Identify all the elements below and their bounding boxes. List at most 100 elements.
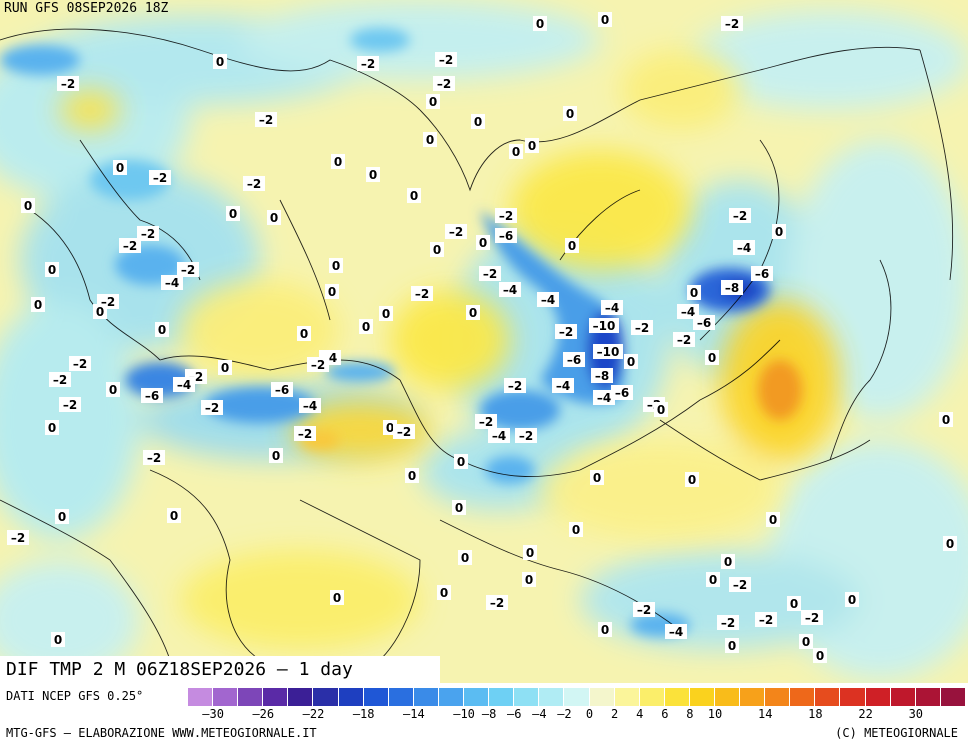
value-label-background [687,285,701,300]
isoline-value-label: –10 [593,319,616,333]
value-label-background [149,170,171,185]
isoline-value-label: 0 [328,285,336,299]
isoline-value-label: 0 [272,449,280,463]
isoline-value-label: 0 [469,306,477,320]
value-label-background [243,176,265,191]
isoline-value-label: –2 [61,77,75,91]
value-label-background [59,397,81,412]
value-label-background [654,402,668,417]
isoline-value-label: 0 [116,161,124,175]
value-label-background [590,470,604,485]
isoline-value-label: –2 [415,287,429,301]
value-label-background [706,572,720,587]
isoline-value-label: 0 [790,597,798,611]
isoline-value-label: 0 [572,523,580,537]
legend-tick-label: –26 [252,707,275,721]
legend-swatch [539,688,565,706]
isoline-value-label: –2 [490,596,504,610]
legend-tick-label: 22 [858,707,873,721]
isoline-value-label: 0 [657,403,665,417]
value-label-background [445,224,467,239]
isoline-value-label: 0 [627,355,635,369]
isoline-value-label: –2 [721,616,735,630]
value-label-background [717,615,739,630]
isoline-value-label: 0 [816,649,824,663]
value-label-background [533,16,547,31]
value-label-background [499,282,521,297]
value-label-background [552,378,574,393]
value-label-background [393,424,415,439]
value-label-background [299,398,321,413]
value-label-background [167,508,181,523]
legend-swatch [338,688,364,706]
isoline-value-label: –2 [311,358,325,372]
value-label-background [515,428,537,443]
isoline-value-label: 0 [457,455,465,469]
legend-tick-label: 30 [908,707,924,721]
legend-tick-label: 4 [636,707,644,721]
isoline-value-label: –2 [499,209,513,223]
value-label-background [939,412,953,427]
isoline-value-label: –2 [181,263,195,277]
value-label-background [430,242,444,257]
value-label-background [297,326,311,341]
isoline-value-label: –2 [733,209,747,223]
isoline-value-label: 0 [170,509,178,523]
value-label-background [93,304,107,319]
isoline-value-label: 0 [536,17,544,31]
value-label-background [423,132,437,147]
value-label-background [405,468,419,483]
legend-tick-label: –10 [453,707,475,721]
legend-tick-label: –8 [481,707,497,721]
isoline-value-label: –2 [141,227,155,241]
isoline-value-label: –4 [541,293,555,307]
legend-swatch [815,688,841,706]
isoline-value-label: –2 [123,239,137,253]
value-label-background [226,206,240,221]
isoline-value-label: –2 [205,401,219,415]
value-label-background [173,377,195,392]
value-label-background [161,275,183,290]
value-label-background [633,602,655,617]
color-legend-bar [188,688,966,706]
value-label-background [522,572,536,587]
value-label-background [631,320,653,335]
value-label-background [379,306,393,321]
value-label-background [721,16,743,31]
isoline-value-label: 0 [270,211,278,225]
value-label-background [271,382,293,397]
legend-swatch [890,688,916,706]
isoline-value-label: –6 [145,389,159,403]
value-label-background [479,266,501,281]
isoline-value-label: 0 [942,413,950,427]
footer: DATI NCEP GFS 0.25° –30 –26 –22 –18 –14 –10 –8… [0,683,968,745]
isoline-value-label: 0 [528,139,536,153]
value-label-background [813,648,827,663]
run-title: RUN GFS 08SEP2026 18Z [4,1,169,16]
value-label-background [523,545,537,560]
isoline-value-label: –2 [479,415,493,429]
legend-swatch [213,688,239,706]
isoline-value-label: 0 [440,586,448,600]
value-label-background [563,352,585,367]
value-label-background [433,76,455,91]
isoline-value-label: –4 [503,283,517,297]
value-label-background [504,378,526,393]
value-label-background [799,634,813,649]
isoline-value-label: –8 [595,369,609,383]
isoline-value-label: 0 [221,361,229,375]
value-label-background [294,426,316,441]
isoline-value-label: 0 [386,421,394,435]
value-label-background [359,319,373,334]
legend-swatch [438,688,465,706]
legend-tick-label: –30 [202,707,224,721]
isoline-value-label: 0 [568,239,576,253]
isoline-value-label: 0 [946,537,954,551]
isoline-value-label: 0 [96,305,104,319]
isoline-value-label: 0 [48,263,56,277]
isoline-value-label: –4 [165,276,179,290]
legend-swatch [464,688,490,706]
isoline-value-label: 0 [601,13,609,27]
value-label-background [137,226,159,241]
isoline-value-label: –6 [697,316,711,330]
